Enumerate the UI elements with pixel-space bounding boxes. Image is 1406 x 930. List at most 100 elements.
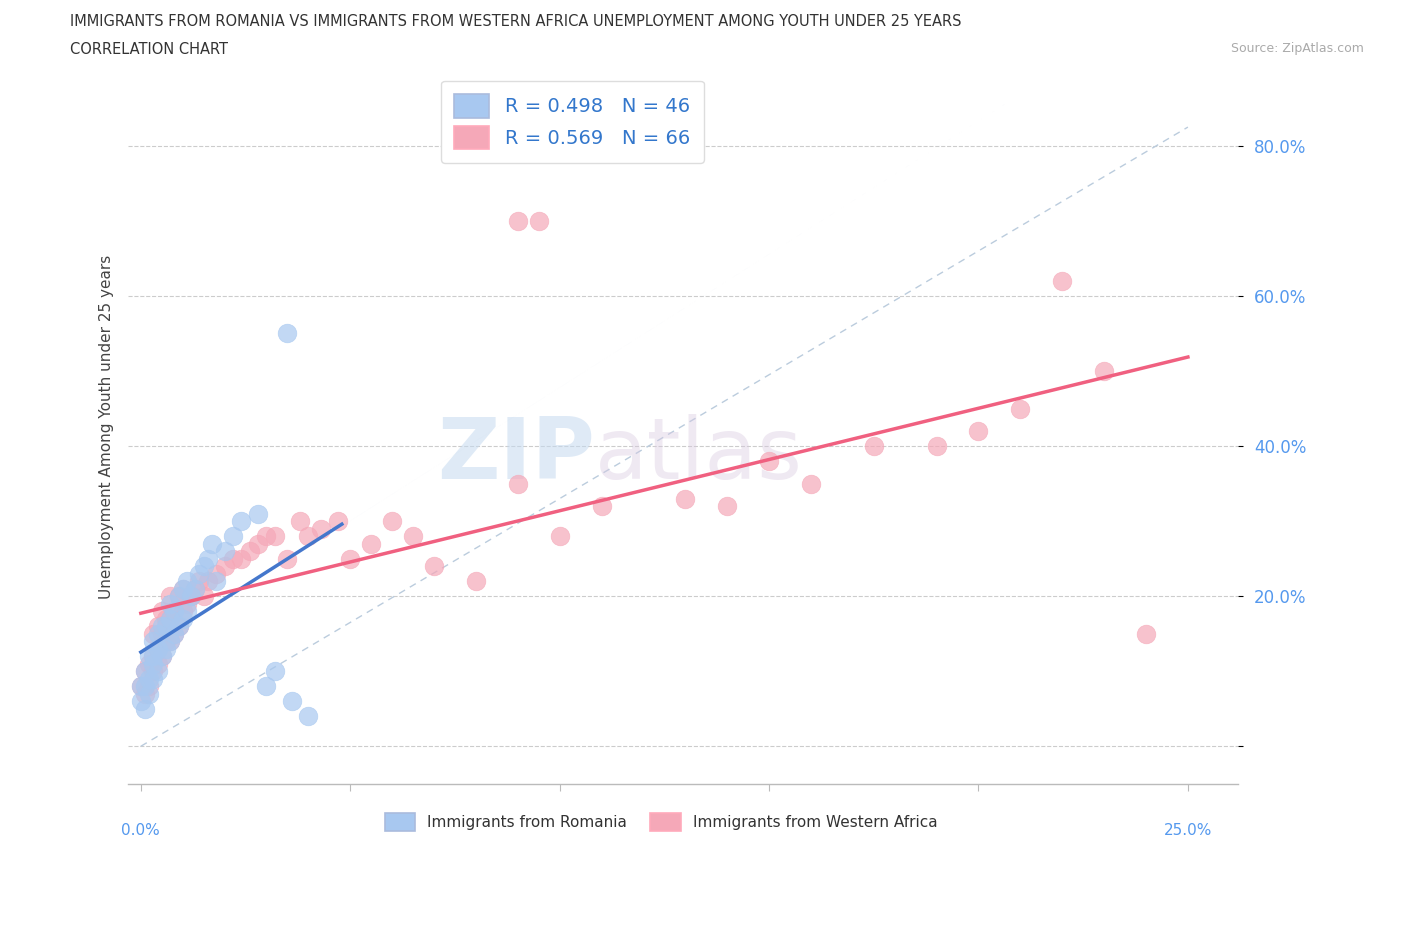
Point bbox=[180, 589, 202, 604]
Point bbox=[129, 694, 152, 709]
Point bbox=[184, 581, 207, 596]
Point bbox=[163, 626, 186, 641]
Point bbox=[231, 513, 253, 528]
Y-axis label: Unemployment Among Youth under 25 years: Unemployment Among Youth under 25 years bbox=[100, 255, 114, 600]
Point bbox=[360, 537, 382, 551]
Point bbox=[381, 513, 404, 528]
Point bbox=[142, 649, 165, 664]
Point bbox=[155, 642, 177, 657]
Point bbox=[1092, 364, 1115, 379]
Point bbox=[800, 476, 823, 491]
Text: 25.0%: 25.0% bbox=[1164, 823, 1212, 838]
Point bbox=[146, 626, 169, 641]
Point bbox=[167, 618, 190, 633]
Point bbox=[146, 664, 169, 679]
Point bbox=[256, 528, 278, 543]
Point bbox=[138, 649, 160, 664]
Point bbox=[231, 551, 253, 566]
Point bbox=[150, 626, 173, 641]
Point bbox=[142, 633, 165, 648]
Point bbox=[142, 671, 165, 686]
Point bbox=[247, 506, 270, 521]
Point bbox=[138, 679, 160, 694]
Point bbox=[197, 551, 219, 566]
Legend: Immigrants from Romania, Immigrants from Western Africa: Immigrants from Romania, Immigrants from… bbox=[375, 804, 946, 841]
Point bbox=[159, 633, 181, 648]
Point bbox=[150, 649, 173, 664]
Point bbox=[239, 544, 262, 559]
Point bbox=[1052, 273, 1074, 288]
Point bbox=[146, 642, 169, 657]
Point bbox=[163, 626, 186, 641]
Point bbox=[1135, 626, 1157, 641]
Point bbox=[159, 611, 181, 626]
Point bbox=[214, 559, 236, 574]
Point bbox=[214, 544, 236, 559]
Point bbox=[176, 596, 198, 611]
Point bbox=[188, 574, 211, 589]
Point bbox=[464, 574, 486, 589]
Point bbox=[309, 521, 332, 536]
Point bbox=[163, 604, 186, 618]
Point bbox=[263, 664, 285, 679]
Text: ZIP: ZIP bbox=[437, 414, 595, 498]
Point bbox=[280, 694, 302, 709]
Point bbox=[297, 528, 319, 543]
Point bbox=[222, 528, 245, 543]
Point bbox=[172, 581, 194, 596]
Point bbox=[172, 611, 194, 626]
Point bbox=[297, 709, 319, 724]
Point bbox=[184, 581, 207, 596]
Point bbox=[163, 604, 186, 618]
Point bbox=[172, 604, 194, 618]
Point bbox=[172, 581, 194, 596]
Point bbox=[134, 664, 156, 679]
Point bbox=[146, 642, 169, 657]
Point bbox=[205, 566, 228, 581]
Point bbox=[150, 649, 173, 664]
Point bbox=[138, 657, 160, 671]
Point bbox=[142, 649, 165, 664]
Point bbox=[326, 513, 349, 528]
Point bbox=[146, 657, 169, 671]
Point bbox=[146, 618, 169, 633]
Point bbox=[263, 528, 285, 543]
Text: IMMIGRANTS FROM ROMANIA VS IMMIGRANTS FROM WESTERN AFRICA UNEMPLOYMENT AMONG YOU: IMMIGRANTS FROM ROMANIA VS IMMIGRANTS FR… bbox=[70, 14, 962, 29]
Point bbox=[138, 671, 160, 686]
Point bbox=[197, 574, 219, 589]
Point bbox=[180, 589, 202, 604]
Point bbox=[129, 679, 152, 694]
Point bbox=[862, 439, 884, 454]
Point bbox=[159, 611, 181, 626]
Text: 0.0%: 0.0% bbox=[121, 823, 160, 838]
Point bbox=[167, 618, 190, 633]
Point bbox=[1010, 401, 1032, 416]
Point bbox=[288, 513, 311, 528]
Point bbox=[222, 551, 245, 566]
Point bbox=[159, 596, 181, 611]
Point bbox=[925, 439, 948, 454]
Point bbox=[188, 566, 211, 581]
Point bbox=[129, 679, 152, 694]
Point bbox=[138, 686, 160, 701]
Point bbox=[167, 589, 190, 604]
Point bbox=[506, 476, 529, 491]
Point bbox=[176, 604, 198, 618]
Point bbox=[150, 618, 173, 633]
Point bbox=[176, 574, 198, 589]
Point bbox=[134, 664, 156, 679]
Point bbox=[193, 589, 215, 604]
Point bbox=[167, 589, 190, 604]
Text: CORRELATION CHART: CORRELATION CHART bbox=[70, 42, 228, 57]
Text: atlas: atlas bbox=[595, 414, 803, 498]
Point bbox=[247, 537, 270, 551]
Point bbox=[758, 454, 780, 469]
Point bbox=[673, 491, 696, 506]
Point bbox=[155, 618, 177, 633]
Point bbox=[159, 589, 181, 604]
Point bbox=[134, 686, 156, 701]
Point bbox=[423, 559, 446, 574]
Point bbox=[716, 498, 738, 513]
Point bbox=[193, 559, 215, 574]
Point bbox=[276, 551, 298, 566]
